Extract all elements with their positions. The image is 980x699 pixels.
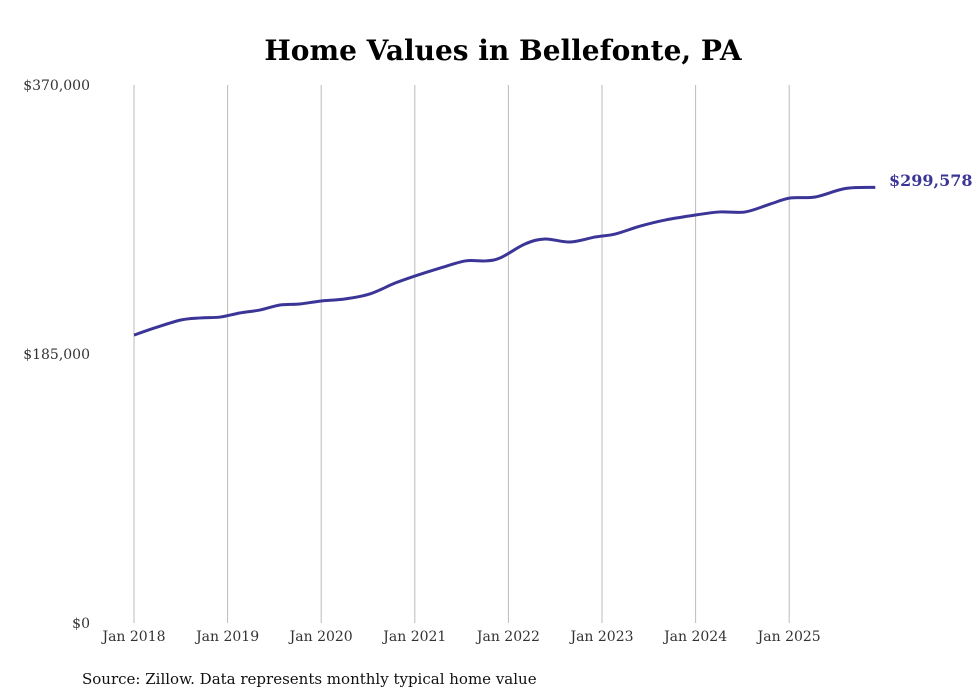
x-tick-label: Jan 2020 <box>288 629 353 645</box>
x-tick-label: Jan 2018 <box>100 629 165 645</box>
x-tick-label: Jan 2019 <box>194 629 259 645</box>
chart-title: Home Values in Bellefonte, PA <box>264 34 743 67</box>
x-tick-label: Jan 2022 <box>475 629 540 645</box>
series-line <box>133 185 876 337</box>
source-note: Source: Zillow. Data represents monthly … <box>82 670 537 688</box>
x-tick-label: Jan 2025 <box>756 629 821 645</box>
x-tick-label: Jan 2021 <box>381 629 446 645</box>
y-tick-label: $185,000 <box>23 347 90 363</box>
y-tick-label: $0 <box>72 616 90 632</box>
y-tick-label: $370,000 <box>23 78 90 94</box>
x-tick-label: Jan 2023 <box>568 629 633 645</box>
x-tick-label: Jan 2024 <box>662 629 727 645</box>
end-value-label: $299,578 <box>889 171 973 190</box>
